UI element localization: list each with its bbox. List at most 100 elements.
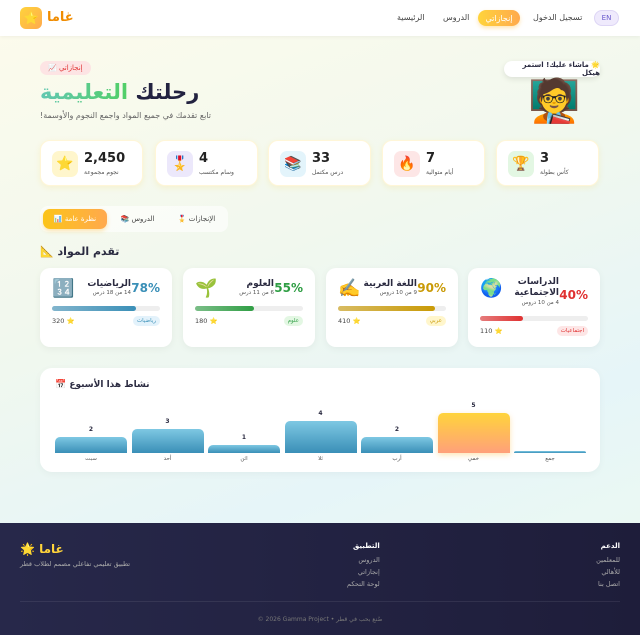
footer-link[interactable]: إنجازاتي: [357, 568, 380, 576]
page-subtitle: تابع تقدمك في جميع المواد واجمع النجوم و…: [40, 111, 211, 120]
chart-day-label: ثلا: [318, 456, 323, 462]
subject-lessons: 9 من 10 دروس: [379, 290, 417, 296]
footer-logo: غاما 🌟: [20, 542, 64, 556]
progress-fill: [52, 306, 137, 311]
chart-bar-group: 3 أحد: [131, 368, 204, 462]
subject-card[interactable]: ✍️ اللغة العربية 9 من 10 دروس 90% 410 ⭐ …: [326, 268, 458, 347]
subject-name: اللغة العربية: [363, 279, 417, 289]
subject-percent: 90%: [417, 281, 446, 295]
chart-bar-group: 5 خمي: [437, 368, 510, 462]
subject-percent: 78%: [131, 281, 160, 295]
nav-home[interactable]: الرئيسية: [397, 13, 425, 22]
footer-link[interactable]: للمعلمين: [596, 556, 620, 564]
progress-bar: [52, 306, 160, 311]
chart-day-label: أرب: [392, 456, 402, 462]
footer-heading: التطبيق: [353, 542, 380, 550]
chart-value-label: 3: [165, 418, 170, 425]
stat-label: نجوم مجموعة: [84, 169, 119, 176]
copyright: © 2026 Gamma Project • صُنع بحب في قطر: [257, 616, 383, 623]
chart-title: نشاط هذا الأسبوع 📅: [55, 380, 150, 390]
stat-icon: 🎖️: [167, 151, 193, 177]
subject-lessons: 6 من 11 درس: [239, 290, 274, 296]
subject-stars: 180 ⭐: [195, 317, 218, 325]
teacher-avatar-icon: 🧑‍🏫: [528, 76, 581, 125]
speech-bubble: 🌟 ماشاء عليك! استمر هيكل: [504, 61, 600, 77]
stat-label: كأس بطولة: [540, 169, 569, 176]
tabs: نظرة عامة 📊 الدروس 📚 الإنجازات 🎖️: [40, 206, 228, 232]
footer-link[interactable]: الدروس: [358, 556, 380, 564]
progress-fill: [195, 306, 255, 311]
chart-bar: [131, 429, 204, 453]
subject-name: الدراسات الاجتماعية: [514, 277, 559, 298]
chart-bar-group: 2 أرب: [361, 368, 433, 462]
tab-achievements[interactable]: الإنجازات 🎖️: [177, 215, 216, 223]
chart-day-label: أحد: [163, 456, 172, 462]
subject-percent: 40%: [559, 288, 588, 302]
footer-app-column: التطبيق الدروس إنجازاتي لوحة التحكم: [347, 542, 380, 588]
tab-lessons[interactable]: الدروس 📚: [120, 215, 155, 223]
login-link[interactable]: تسجيل الدخول: [533, 13, 583, 22]
logo-text[interactable]: غاما: [47, 10, 74, 25]
chart-value-label: 2: [88, 426, 94, 433]
chart-bar-group: جمع: [514, 368, 586, 462]
subject-stars: 410 ⭐: [338, 317, 361, 325]
chart-day-label: اثن: [240, 456, 248, 462]
subject-stars: 320 ⭐: [52, 317, 75, 325]
title-highlight: التعليمية: [40, 80, 129, 104]
footer-heading: الدعم: [600, 542, 620, 550]
chart-bar-group: 2 سبت: [55, 368, 127, 462]
stat-value: 7: [426, 151, 436, 166]
chart-bar: [514, 451, 586, 453]
subject-tag: رياضيات: [132, 316, 160, 326]
subject-icon: 🌱: [195, 278, 218, 299]
chart-bar-group: 1 اثن: [208, 368, 280, 462]
subject-card[interactable]: 🌍 الدراسات الاجتماعية 4 من 10 دروس 40% 1…: [468, 268, 600, 347]
footer: غاما 🌟 تطبيق تعليمي تفاعلي مصمم لطلاب قط…: [0, 523, 640, 635]
progress-bar: [195, 306, 303, 311]
subject-icon: ✍️: [338, 278, 361, 299]
chart-day-label: جمع: [545, 456, 555, 462]
chart-value-label: 5: [471, 402, 476, 409]
subject-name: الرياضيات: [87, 279, 131, 289]
subject-tag: اجتماعيات: [556, 326, 588, 336]
footer-link[interactable]: اتصل بنا: [598, 580, 620, 588]
chart-bar: [437, 413, 510, 453]
stat-label: درس مكتمل: [312, 169, 344, 176]
stat-value: 33: [312, 151, 331, 166]
section-title: تقدم المواد 📐: [40, 245, 120, 258]
subject-lessons: 4 من 10 دروس: [521, 300, 559, 306]
chart-bar: [208, 445, 280, 453]
page-title: رحلتك التعليمية: [40, 80, 199, 104]
navbar: ⭐ غاما الرئيسية الدروس إنجازاتي تسجيل ال…: [0, 0, 640, 36]
stat-icon: ⭐: [52, 151, 78, 177]
footer-link[interactable]: لوحة التحكم: [347, 580, 380, 588]
subject-name: العلوم: [246, 279, 274, 289]
stat-card: 🎖️ 4 وسام مكتسب: [155, 140, 258, 186]
footer-tagline: تطبيق تعليمي تفاعلي مصمم لطلاب قطر: [20, 560, 131, 568]
progress-fill: [338, 306, 436, 311]
footer-support-column: الدعم للمعلمين للأهالي اتصل بنا: [596, 542, 620, 588]
chart-value-label: 1: [241, 434, 247, 441]
language-toggle[interactable]: EN: [594, 10, 619, 26]
subject-card[interactable]: 🔢 الرياضيات 14 من 18 درس 78% 320 ⭐ رياضي…: [40, 268, 172, 347]
footer-link[interactable]: للأهالي: [601, 568, 620, 576]
stat-icon: 🏆: [508, 151, 534, 177]
tab-overview[interactable]: نظرة عامة 📊: [43, 209, 107, 229]
progress-fill: [480, 316, 524, 321]
nav-achievements[interactable]: إنجازاتي: [478, 10, 520, 26]
nav-lessons[interactable]: الدروس: [443, 13, 470, 22]
subject-icon: 🔢: [52, 278, 75, 299]
subject-card[interactable]: 🌱 العلوم 6 من 11 درس 55% 180 ⭐ علوم: [183, 268, 315, 347]
stat-label: وسام مكتسب: [199, 169, 234, 176]
logo-star-icon[interactable]: ⭐: [20, 7, 42, 29]
stat-value: 2,450: [84, 151, 126, 166]
chart-bar: [284, 421, 357, 453]
title-part: رحلتك: [135, 80, 200, 104]
subject-tag: علوم: [283, 316, 303, 326]
chart-bar: [55, 437, 127, 453]
subject-stars: 110 ⭐: [480, 327, 503, 335]
stat-card: 🏆 3 كأس بطولة: [496, 140, 599, 186]
weekly-activity-chart: نشاط هذا الأسبوع 📅 2 سبت 3 أحد 1 اثن 4 ث…: [40, 368, 600, 472]
stat-card: 🔥 7 أيام متوالية: [382, 140, 485, 186]
stat-value: 3: [540, 151, 550, 166]
